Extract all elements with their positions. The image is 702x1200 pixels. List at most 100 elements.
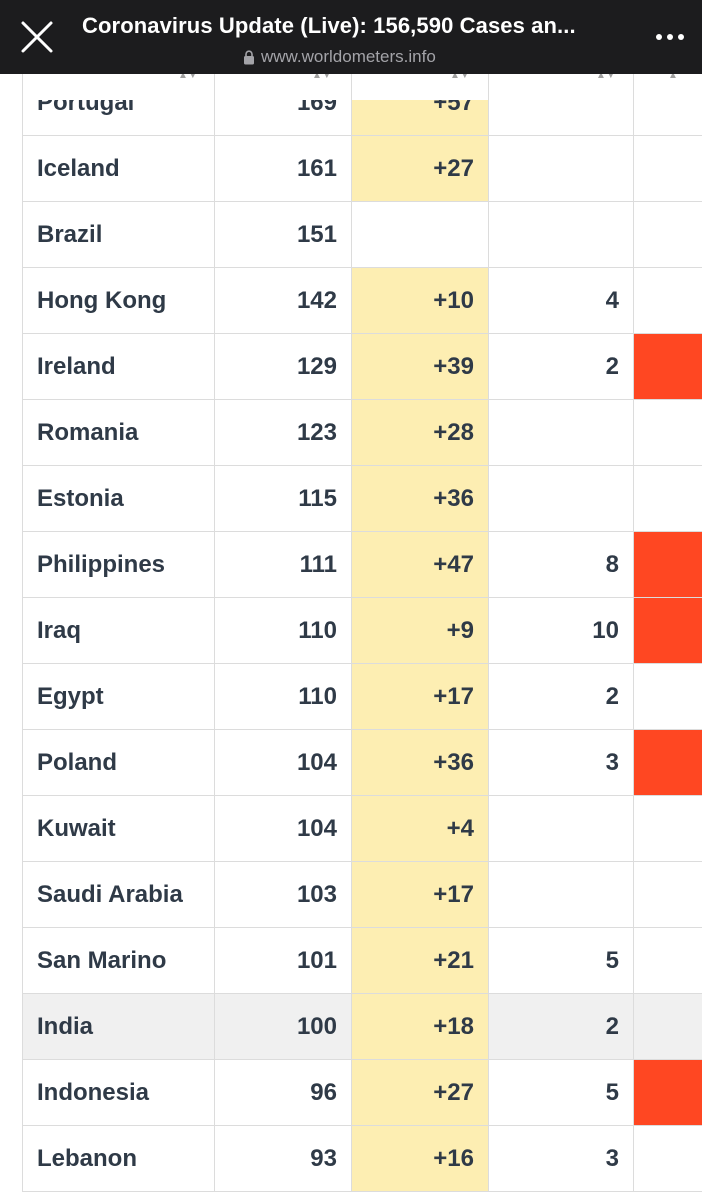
table-row[interactable]: Lebanon 93 +16 3 [22, 1126, 702, 1192]
new-cases [351, 202, 488, 267]
total-deaths [488, 796, 633, 861]
table-row[interactable]: Brazil 151 [22, 202, 702, 268]
table-header: ▲▼ ▲▼ ▲▼ ▲▼ ▲ [0, 74, 702, 100]
table-row[interactable]: Indonesia 96 +27 5 [22, 1060, 702, 1126]
total-deaths: 5 [488, 928, 633, 993]
new-cases: +21 [351, 928, 488, 993]
table-row[interactable]: Poland 104 +36 3 [22, 730, 702, 796]
new-cases: +27 [351, 1060, 488, 1125]
total-cases: 104 [214, 730, 351, 795]
new-deaths-indicator [633, 994, 702, 1059]
sort-icon[interactable]: ▲▼ [178, 74, 198, 81]
country-name[interactable]: Ireland [22, 334, 214, 399]
url-display[interactable]: www.worldometers.info [243, 46, 436, 68]
total-deaths [488, 400, 633, 465]
total-deaths: 3 [488, 1126, 633, 1191]
country-name[interactable]: Poland [22, 730, 214, 795]
table-row[interactable]: Ireland 129 +39 2 [22, 334, 702, 400]
sort-icon[interactable]: ▲▼ [596, 74, 616, 81]
new-deaths-indicator [633, 796, 702, 861]
total-cases: 103 [214, 862, 351, 927]
new-deaths-indicator [633, 664, 702, 729]
total-cases: 100 [214, 994, 351, 1059]
total-deaths: 10 [488, 598, 633, 663]
total-cases: 111 [214, 532, 351, 597]
new-deaths-indicator [633, 1060, 702, 1125]
total-cases: 96 [214, 1060, 351, 1125]
new-deaths-indicator [633, 928, 702, 993]
country-name[interactable]: Estonia [22, 466, 214, 531]
country-name[interactable]: Lebanon [22, 1126, 214, 1191]
table-row[interactable]: Iceland 161 +27 [22, 136, 702, 202]
close-button[interactable] [14, 14, 60, 60]
table-row[interactable]: San Marino 101 +21 5 [22, 928, 702, 994]
new-cases: +16 [351, 1126, 488, 1191]
new-deaths-indicator [633, 532, 702, 597]
total-deaths: 5 [488, 1060, 633, 1125]
new-deaths-indicator [633, 334, 702, 399]
new-deaths-indicator [633, 598, 702, 663]
total-cases: 161 [214, 136, 351, 201]
total-deaths: 4 [488, 268, 633, 333]
new-cases: +17 [351, 664, 488, 729]
sort-icon[interactable]: ▲▼ [312, 74, 332, 81]
more-icon [656, 34, 662, 40]
new-deaths-indicator [633, 136, 702, 201]
country-name[interactable]: Philippines [22, 532, 214, 597]
total-deaths [488, 466, 633, 531]
new-deaths-indicator [633, 268, 702, 333]
total-deaths: 8 [488, 532, 633, 597]
total-cases: 142 [214, 268, 351, 333]
new-deaths-indicator [633, 400, 702, 465]
country-name[interactable]: Iraq [22, 598, 214, 663]
new-deaths-indicator [633, 74, 702, 135]
total-cases: 129 [214, 334, 351, 399]
table-row[interactable]: Romania 123 +28 [22, 400, 702, 466]
country-name[interactable]: Iceland [22, 136, 214, 201]
country-name[interactable]: Hong Kong [22, 268, 214, 333]
country-name[interactable]: Kuwait [22, 796, 214, 861]
new-cases: +36 [351, 466, 488, 531]
sort-icon[interactable]: ▲ [668, 74, 678, 81]
new-cases: +17 [351, 862, 488, 927]
url-text: www.worldometers.info [261, 47, 436, 66]
table-row[interactable]: Saudi Arabia 103 +17 [22, 862, 702, 928]
total-cases: 104 [214, 796, 351, 861]
country-name[interactable]: San Marino [22, 928, 214, 993]
table-row[interactable]: Philippines 111 +47 8 [22, 532, 702, 598]
total-deaths [488, 136, 633, 201]
country-name[interactable]: Egypt [22, 664, 214, 729]
total-deaths [488, 862, 633, 927]
new-cases: +10 [351, 268, 488, 333]
total-cases: 101 [214, 928, 351, 993]
country-name[interactable]: India [22, 994, 214, 1059]
new-cases: +47 [351, 532, 488, 597]
total-cases: 110 [214, 598, 351, 663]
country-name[interactable]: Indonesia [22, 1060, 214, 1125]
country-name[interactable]: Brazil [22, 202, 214, 267]
table-row[interactable]: Kuwait 104 +4 [22, 796, 702, 862]
new-cases: +28 [351, 400, 488, 465]
close-icon [21, 21, 53, 53]
new-cases: +39 [351, 334, 488, 399]
total-cases: 123 [214, 400, 351, 465]
cases-table[interactable]: Portugal 169 +57 Iceland 161 +27 Brazil 151 Hong… [0, 74, 702, 1200]
table-row[interactable]: Iraq 110 +9 10 [22, 598, 702, 664]
new-deaths-indicator [633, 862, 702, 927]
total-cases: 110 [214, 664, 351, 729]
new-cases: +9 [351, 598, 488, 663]
total-cases: 93 [214, 1126, 351, 1191]
country-name[interactable]: Saudi Arabia [22, 862, 214, 927]
total-cases: 115 [214, 466, 351, 531]
table-row[interactable]: India 100 +18 2 [22, 994, 702, 1060]
new-cases: +27 [351, 136, 488, 201]
lock-icon [243, 49, 255, 65]
table-row[interactable]: Egypt 110 +17 2 [22, 664, 702, 730]
total-deaths: 3 [488, 730, 633, 795]
table-row[interactable]: Hong Kong 142 +10 4 [22, 268, 702, 334]
sort-icon[interactable]: ▲▼ [450, 74, 470, 81]
table-row[interactable]: Estonia 115 +36 [22, 466, 702, 532]
country-name[interactable]: Romania [22, 400, 214, 465]
total-deaths: 2 [488, 994, 633, 1059]
more-options-button[interactable] [648, 20, 692, 54]
